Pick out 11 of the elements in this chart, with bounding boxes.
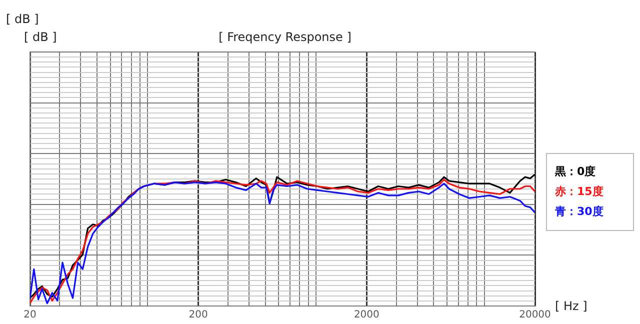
x-tick-label: 20 — [24, 310, 36, 321]
text: [ dB ] — [24, 30, 57, 44]
series-label: 青：30度 — [555, 204, 604, 220]
x-tick-label: 200 — [188, 310, 208, 321]
x-axis-title: [ Hz ] — [555, 299, 588, 313]
x-tick-label: 2000 — [354, 310, 380, 321]
series-label: 黒：0度 — [555, 164, 597, 180]
series-label: 赤：15度 — [555, 184, 604, 200]
chart-title: [ Freqency Response ] — [218, 30, 352, 44]
text: [ dB ] — [6, 12, 39, 26]
x-tick-label: 20000 — [519, 310, 551, 321]
